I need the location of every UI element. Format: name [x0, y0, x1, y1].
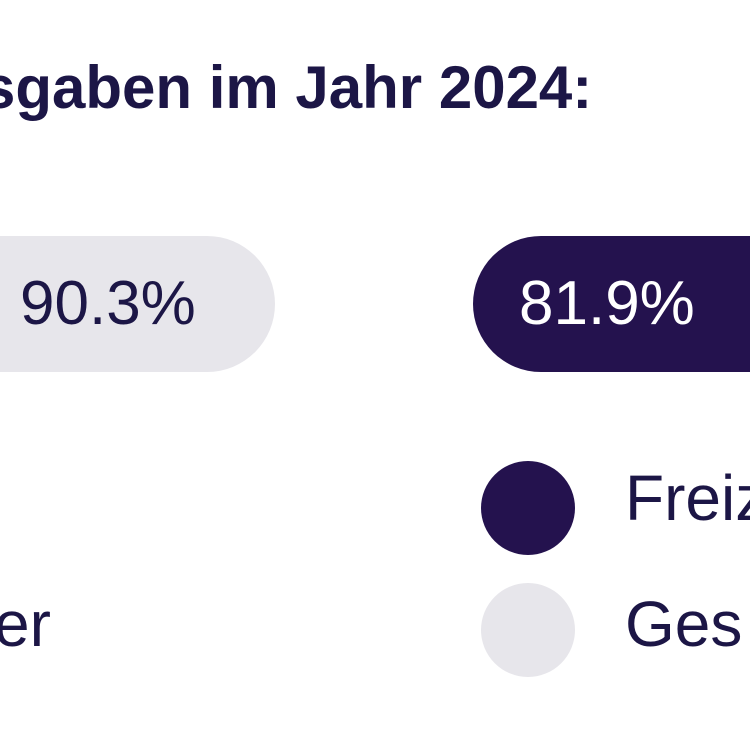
legend-label-ges: Ges — [625, 588, 743, 660]
chart-title: sgaben im Jahr 2024: — [0, 54, 593, 121]
bar-freiz-value-label: 81.9% — [519, 269, 695, 338]
bar-ges-pill: 90.3% — [0, 236, 275, 372]
legend-dot-ges — [481, 583, 575, 677]
legend-dot-freiz — [481, 461, 575, 555]
bar-ges-value-label: 90.3% — [20, 269, 196, 338]
legend-fragment-er: er — [0, 588, 51, 660]
bar-freiz-pill: 81.9% — [473, 236, 750, 372]
legend-label-freiz: Freiz — [625, 462, 750, 534]
